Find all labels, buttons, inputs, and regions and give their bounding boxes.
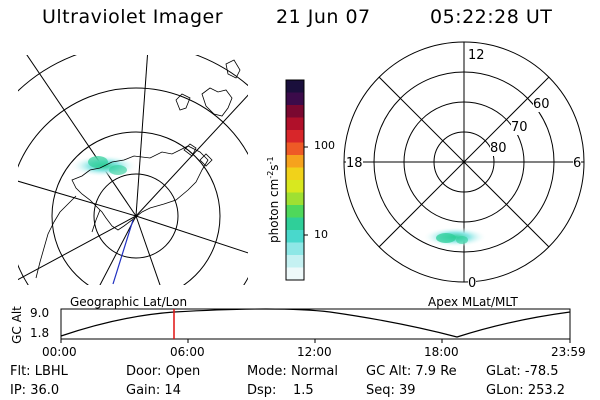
image-date: 21 Jun 07: [276, 6, 371, 28]
colorbar-swatch: [286, 205, 304, 218]
gc-alt-field: GC Alt: 7.9 Re: [366, 364, 457, 379]
colorbar-tick-10: 10: [314, 228, 328, 241]
mlat-label-80: 80: [490, 141, 507, 156]
altitude-curve: [60, 308, 571, 338]
timeline-xlabel-2359: 23:59: [551, 345, 586, 359]
coastline: [35, 59, 241, 279]
gain-field: Gain: 14: [126, 383, 181, 398]
polar-map-label: Apex MLat/MLT: [428, 295, 518, 309]
geographic-map-label: Geographic Lat/Lon: [70, 295, 188, 309]
timeline-xlabel-1800: 18:00: [424, 345, 459, 359]
geographic-grid: [18, 55, 248, 285]
gain-value: 14: [164, 383, 181, 398]
colorbar: [285, 79, 308, 281]
satellite-footprint-line: [112, 219, 134, 285]
glat-field: GLat: -78.5: [486, 364, 559, 379]
colorbar-swatch: [286, 80, 304, 93]
colorbar-swatch: [286, 117, 304, 131]
glon-field: GLon: 253.2: [486, 383, 566, 398]
dsp-value: 1.5: [292, 383, 314, 398]
instrument-title: Ultraviolet Imager: [42, 6, 224, 28]
mode-value: Normal: [290, 364, 338, 379]
dsp-field: Dsp: 1.5: [247, 383, 314, 398]
polar-aurora: [423, 227, 487, 247]
colorbar-swatch: [286, 192, 304, 206]
colorbar-swatch: [286, 155, 304, 168]
polar-grid: [343, 41, 585, 283]
colorbar-swatch: [286, 92, 304, 106]
timeline-ylabel-top: 9.0: [30, 306, 50, 320]
timeline-xlabel-0600: 06:00: [170, 345, 205, 359]
colorbar-swatch: [286, 217, 304, 231]
mlat-label-70: 70: [511, 120, 528, 135]
mlt-label-noon: 12: [468, 48, 485, 63]
colorbar-swatch: [286, 130, 304, 143]
timeline-xlabel-0000: 00:00: [42, 345, 77, 359]
colorbar-swatch: [286, 255, 304, 268]
timeline-axis-label: GC Alt: [10, 306, 24, 344]
colorbar-tick-100: 100: [314, 139, 335, 152]
timeline-ylabel-bottom: 1.8: [30, 326, 50, 340]
seq-field: Seq: 39: [366, 383, 416, 398]
colorbar-swatch: [286, 180, 304, 193]
colorbar-swatch: [286, 230, 304, 243]
filter-value: LBHL: [34, 364, 68, 379]
ip-value: 36.0: [30, 383, 60, 398]
mlat-label-60: 60: [533, 97, 550, 112]
colorbar-swatch: [286, 267, 304, 281]
glon-value: 253.2: [527, 383, 566, 398]
seq-value: 39: [399, 383, 416, 398]
colorbar-swatch: [286, 167, 304, 181]
mode-field: Mode: Normal: [247, 364, 338, 379]
colorbar-swatches: [286, 80, 304, 281]
door-value: Open: [165, 364, 201, 379]
ip-field: IP: 36.0: [10, 383, 60, 398]
mlt-label-midnight: 0: [468, 276, 477, 291]
timeline-xlabel-1200: 12:00: [297, 345, 332, 359]
gc-alt-value: 7.9 Re: [415, 364, 457, 379]
colorbar-swatch: [286, 105, 304, 118]
glat-value: -78.5: [524, 364, 559, 379]
colorbar-swatch: [286, 142, 304, 156]
filter-field: Flt: LBHL: [10, 364, 68, 379]
door-field: Door: Open: [126, 364, 201, 379]
colorbar-swatch: [286, 242, 304, 256]
mlt-label-dawn: 6: [573, 156, 582, 171]
image-time: 05:22:28 UT: [430, 6, 553, 28]
mlt-label-dusk: 18: [346, 156, 363, 171]
